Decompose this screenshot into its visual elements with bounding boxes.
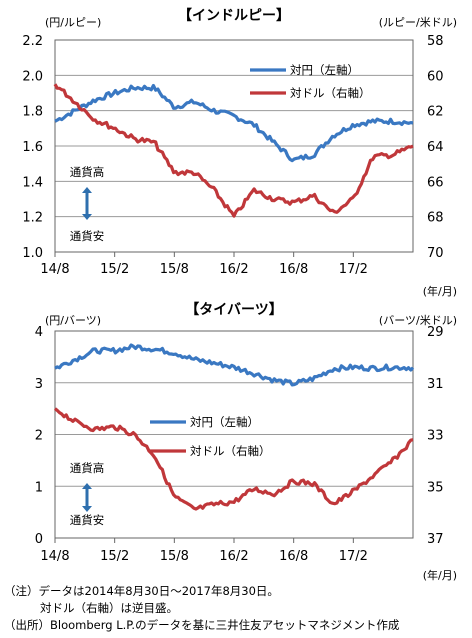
chart-title: 【インドルピー】 [178,8,290,24]
chart-2: 【タイバーツ】 (円/バーツ) (バーツ/米ドル) (年/月) 0 1 2 3 4 29 31 33 3… [35,302,457,582]
x-tick-label: 17/2 [339,262,368,277]
arrow-head-up [82,187,92,193]
x-tick-label: 16/2 [219,262,248,277]
chart-title: 【タイバーツ】 [185,302,282,318]
y-right-tick-label: 31 [427,377,444,392]
x-tick-label: 15/2 [100,549,129,564]
note-inverted-axis: 対ドル（右軸）は逆目盛。 [40,601,178,615]
x-tick-label: 14/8 [40,549,69,564]
x-tick-label: 14/8 [40,262,69,277]
note-data-period: （注）データは2014年8月30日～2017年8月30日。 [4,584,279,598]
series-line-jpy [54,343,415,387]
x-unit: (年/月) [423,568,457,582]
y-right-tick-label: 64 [427,140,444,155]
y-right-tick-label: 70 [427,246,444,261]
y-left-tick-label: 1.8 [22,105,43,120]
x-tick-label: 15/2 [100,262,129,277]
series-line-usd [53,407,414,511]
y-left-tick-label: 1.0 [22,246,43,261]
note-source: （出所）Bloomberg L.P.のデータを基に三井住友アセットマネジメント作… [4,618,400,632]
x-tick-label: 16/2 [219,549,248,564]
y-right-tick-label: 58 [427,34,444,49]
annotation-up: 通貨高 [70,165,105,179]
legend-label: 対ドル（右軸） [290,86,371,100]
y-left-tick-label: 0 [35,532,43,547]
y-left-tick-label: 1.4 [22,175,43,190]
series-line-usd [53,83,414,218]
y-left-tick-label: 4 [35,325,43,340]
annotation-down: 通貨安 [70,513,105,527]
y-right-unit: (バーツ/米ドル) [379,314,457,327]
y-left-tick-label: 2 [35,429,43,444]
y-right-unit: (ルピー/米ドル) [379,16,457,29]
y-right-tick-label: 37 [427,532,444,547]
y-left-tick-label: 1 [35,480,43,495]
y-right-tick-label: 66 [427,175,444,190]
y-right-tick-label: 60 [427,69,444,84]
x-tick-label: 17/2 [339,549,368,564]
legend-label: 対ドル（右軸） [190,444,271,458]
arrow-head-down [82,506,92,512]
y-left-tick-label: 3 [35,377,43,392]
legend-label: 対円（左軸） [190,415,259,429]
y-left-unit: (円/ルピー) [45,16,101,29]
x-tick-label: 16/8 [279,549,308,564]
y-left-tick-label: 1.6 [22,140,43,155]
y-right-tick-label: 33 [427,429,444,444]
arrow-head-down [82,214,92,220]
x-tick-label: 16/8 [279,262,308,277]
x-tick-label: 15/8 [160,549,189,564]
series-line-jpy [54,83,414,163]
y-right-tick-label: 62 [427,105,444,120]
x-tick-label: 15/8 [160,262,189,277]
chart-1: 【インドルピー】 (円/ルピー) (ルピー/米ドル) (年/月) 1.0 1.2 1.4 1.… [22,8,457,298]
y-right-tick-label: 35 [427,480,444,495]
legend-label: 対円（左軸） [290,63,359,77]
annotation-down: 通貨安 [70,229,105,243]
arrow-head-up [82,483,92,489]
y-left-tick-label: 1.2 [22,211,43,226]
annotation-up: 通貨高 [70,461,105,475]
y-left-unit: (円/バーツ) [45,314,101,327]
y-left-tick-label: 2.0 [22,69,43,84]
x-unit: (年/月) [423,284,457,298]
y-right-tick-label: 29 [427,325,444,340]
y-right-tick-label: 68 [427,211,444,226]
y-left-tick-label: 2.2 [22,34,43,49]
